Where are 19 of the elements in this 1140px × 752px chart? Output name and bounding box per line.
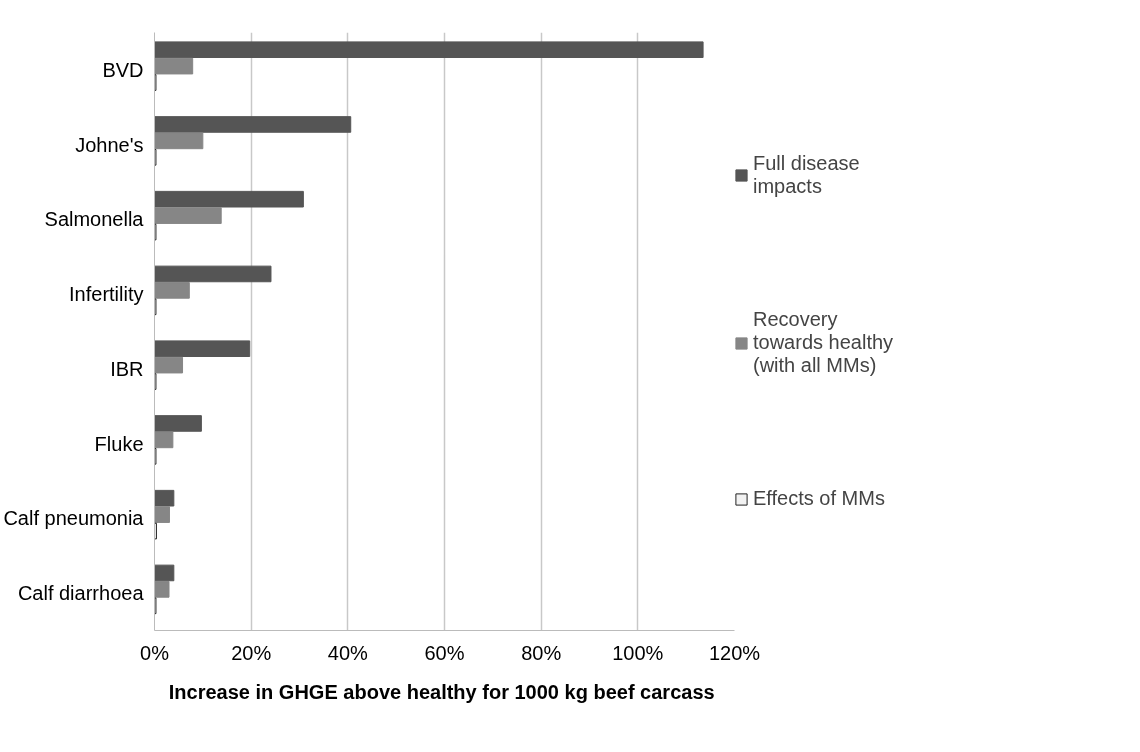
x-tick-label: 60% (424, 641, 465, 664)
x-axis-title: Increase in GHGE above healthy for 1000 kg beef carcass (168, 680, 715, 703)
x-tick-label: 100% (612, 641, 664, 664)
y-tick-label: Calf diarrhoea (17, 582, 145, 605)
x-tick-label: 80% (521, 641, 562, 664)
y-tick-label: Calf pneumonia (3, 507, 145, 530)
y-tick-label: Infertility (69, 283, 144, 306)
legend-label: Full disease impacts (753, 152, 860, 198)
y-tick-label: Johne's (75, 133, 144, 156)
y-tick-label: Salmonella (44, 208, 145, 231)
x-tick-label: 0% (140, 641, 170, 664)
legend-label: Effects of MMs (753, 487, 885, 510)
x-tick-label: 120% (708, 641, 761, 664)
y-tick-label: BVD (102, 58, 144, 81)
x-tick-label: 20% (231, 641, 272, 664)
x-tick-label: 40% (327, 641, 369, 664)
y-tick-label: IBR (110, 357, 144, 380)
y-tick-label: Fluke (94, 432, 144, 455)
legend-label: Recovery towards healthy (with all MMs) (753, 308, 894, 377)
